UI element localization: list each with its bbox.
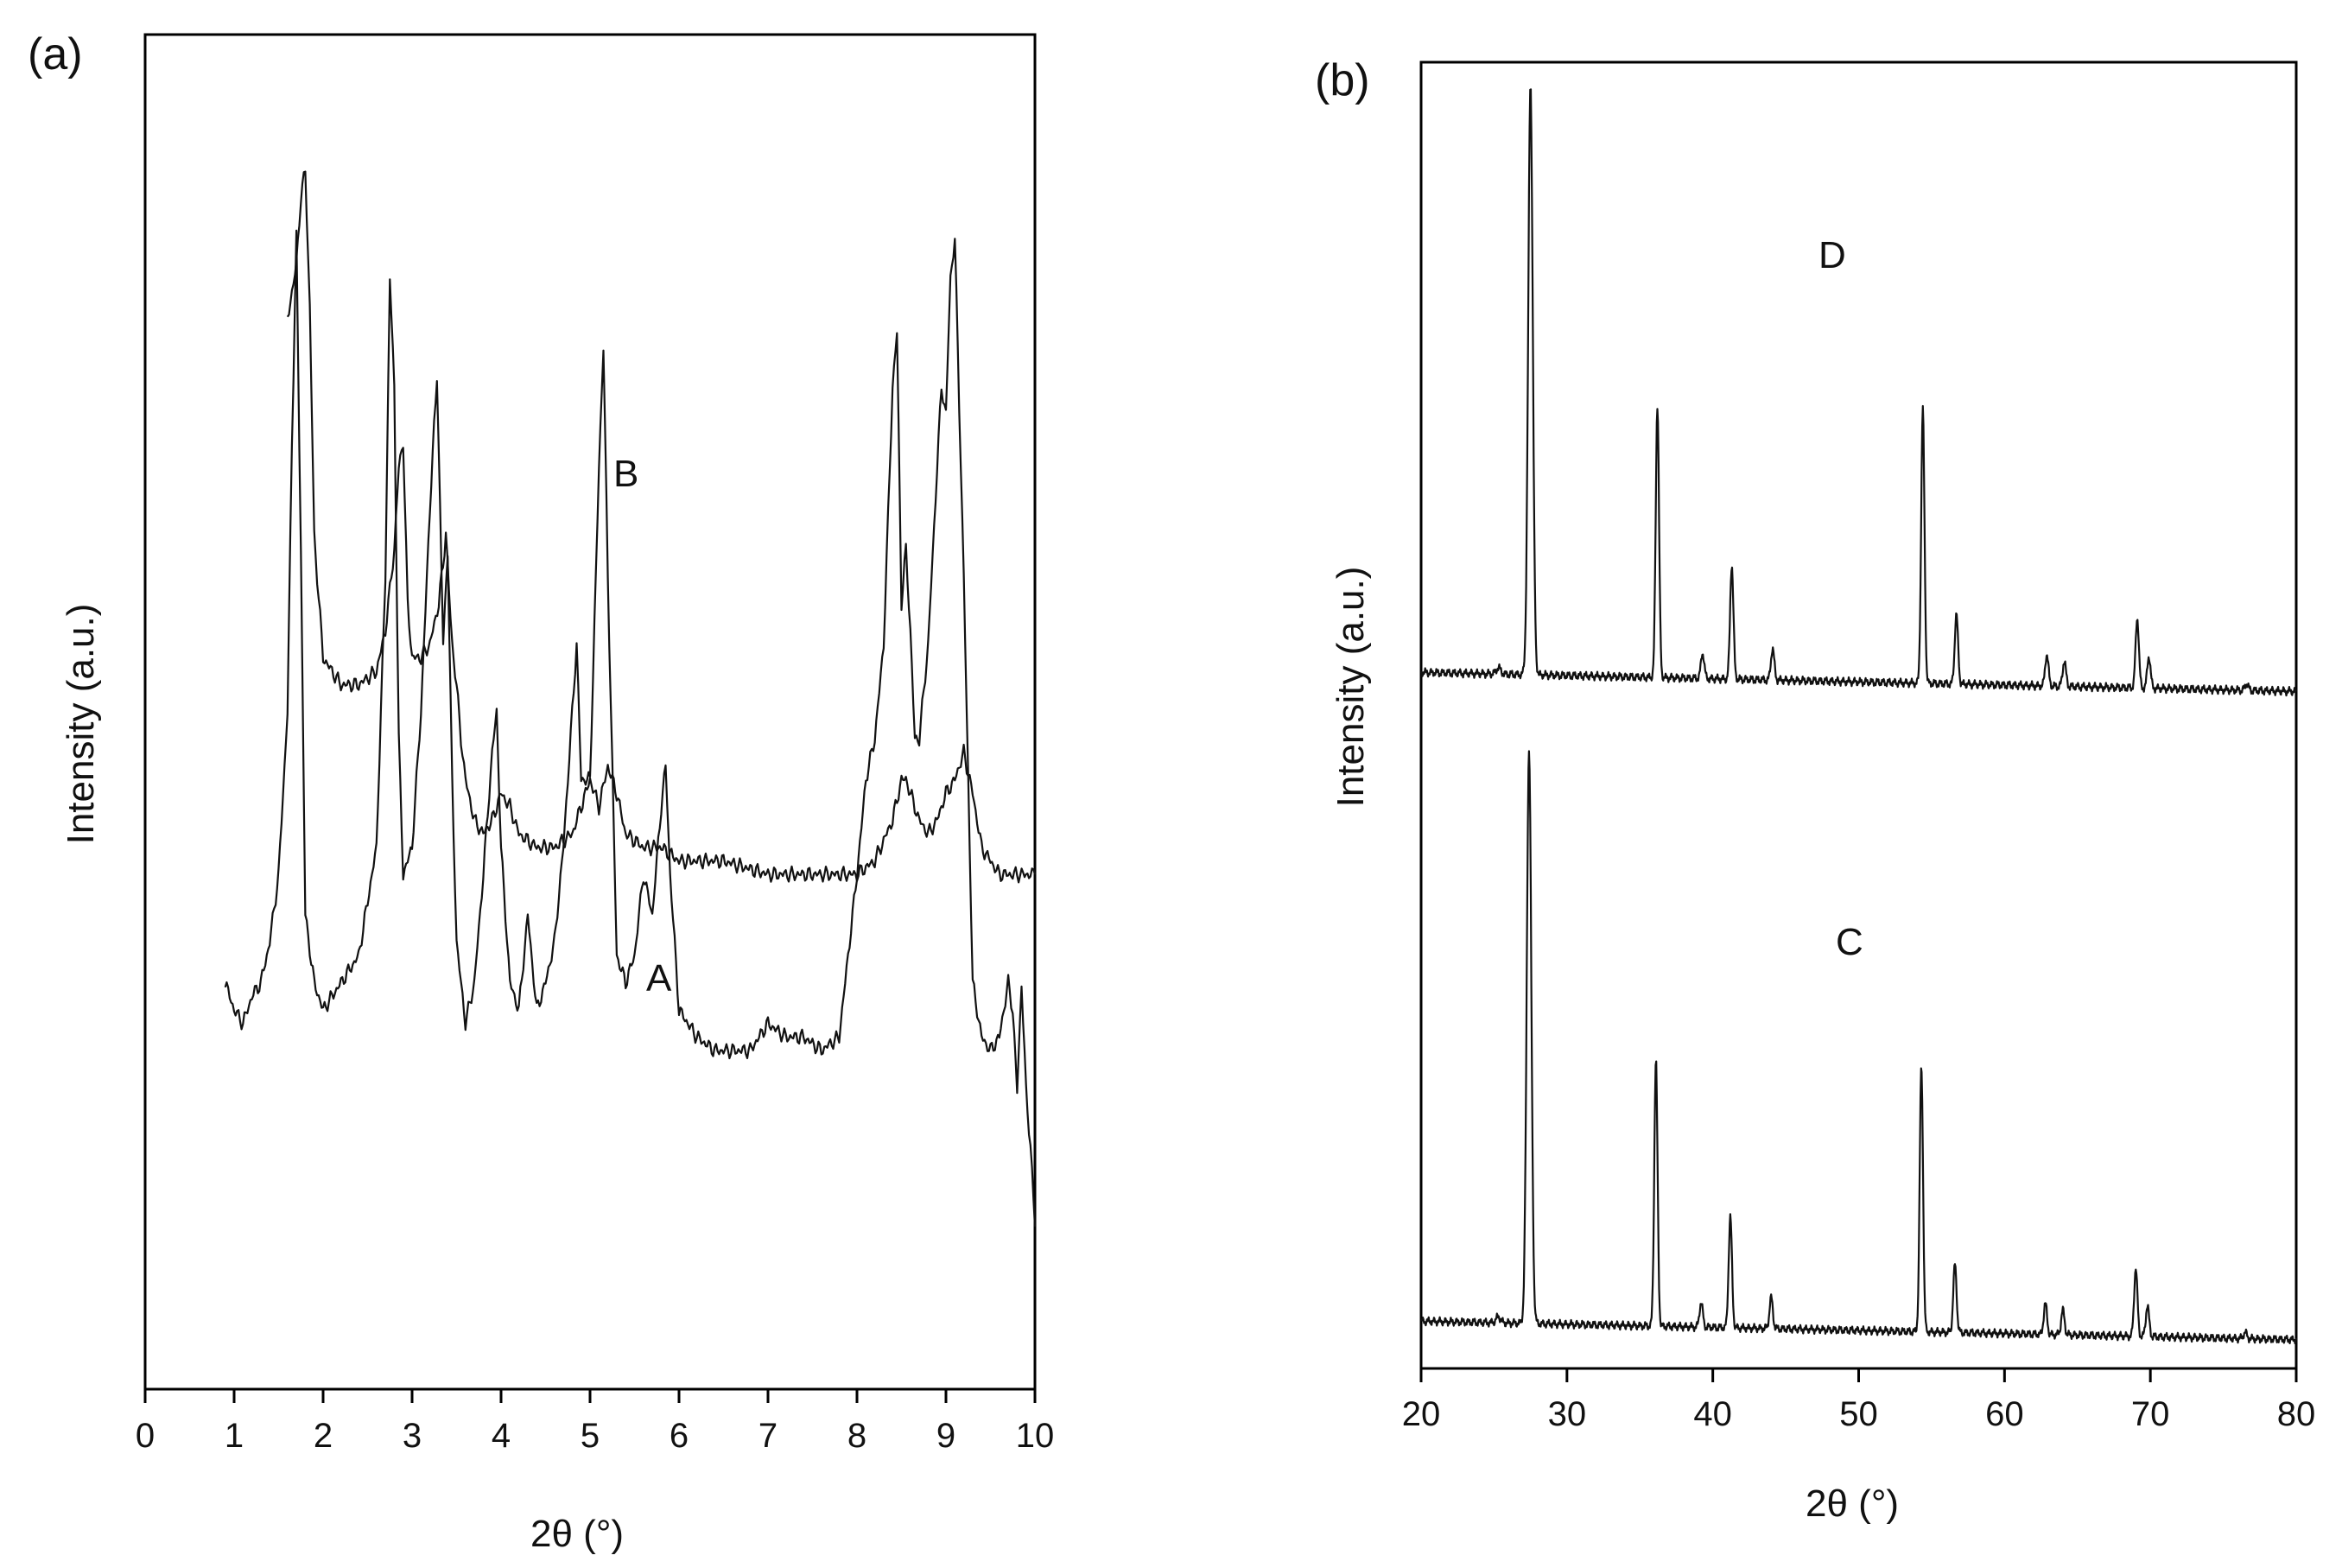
x-tick-label: 20 <box>1402 1395 1441 1433</box>
panel-a-y-axis-title: Intensity (a.u.) <box>60 604 102 845</box>
panel-a-x-ticks: 0 1 2 3 4 5 6 7 8 9 10 <box>136 1389 1054 1455</box>
series-b-line <box>286 170 1037 884</box>
x-tick-label: 80 <box>2277 1395 2316 1433</box>
panel-b-plot-frame <box>1419 60 2298 1370</box>
series-d-line <box>1420 88 2298 697</box>
panel-a-plot-frame <box>143 33 1037 1391</box>
panel-b-y-axis-title: Intensity (a.u.) <box>1330 567 1372 808</box>
x-tick-label: 8 <box>847 1417 866 1455</box>
x-tick-label: 1 <box>225 1417 244 1455</box>
panel-b: (b) 20 30 40 50 60 70 80 D C 2θ (°) Intensity … <box>1315 55 2315 1525</box>
x-tick-label: 70 <box>2131 1395 2170 1433</box>
panel-b-traces <box>1420 88 2298 1344</box>
x-tick-label: 2 <box>314 1417 333 1455</box>
panel-b-x-axis-title: 2θ (°) <box>1806 1482 1899 1525</box>
series-a-line <box>224 229 1037 1227</box>
panel-a-x-axis-title: 2θ (°) <box>530 1513 624 1555</box>
panel-b-label: (b) <box>1315 55 1370 105</box>
x-tick-label: 40 <box>1693 1395 1732 1433</box>
series-label-c: C <box>1836 921 1863 963</box>
series-label-b: B <box>613 453 638 495</box>
panel-a: (a) 0 1 2 3 4 5 6 7 8 9 10 B A 2θ (°) Intensity (a… <box>28 29 1054 1555</box>
x-tick-label: 10 <box>1016 1417 1055 1455</box>
x-tick-label: 50 <box>1839 1395 1878 1433</box>
x-tick-label: 3 <box>403 1417 422 1455</box>
x-tick-label: 7 <box>758 1417 777 1455</box>
series-label-d: D <box>1818 234 1846 276</box>
x-tick-label: 0 <box>136 1417 155 1455</box>
panel-a-label: (a) <box>28 29 83 79</box>
series-c-line <box>1420 750 2298 1344</box>
series-label-a: A <box>646 957 672 1000</box>
panel-b-x-ticks: 20 30 40 50 60 70 80 <box>1402 1368 2316 1433</box>
x-tick-label: 4 <box>492 1417 511 1455</box>
x-tick-label: 9 <box>936 1417 955 1455</box>
x-tick-label: 30 <box>1548 1395 1587 1433</box>
x-tick-label: 5 <box>581 1417 600 1455</box>
x-tick-label: 6 <box>670 1417 689 1455</box>
x-tick-label: 60 <box>1985 1395 2024 1433</box>
panel-a-traces <box>224 170 1037 1227</box>
